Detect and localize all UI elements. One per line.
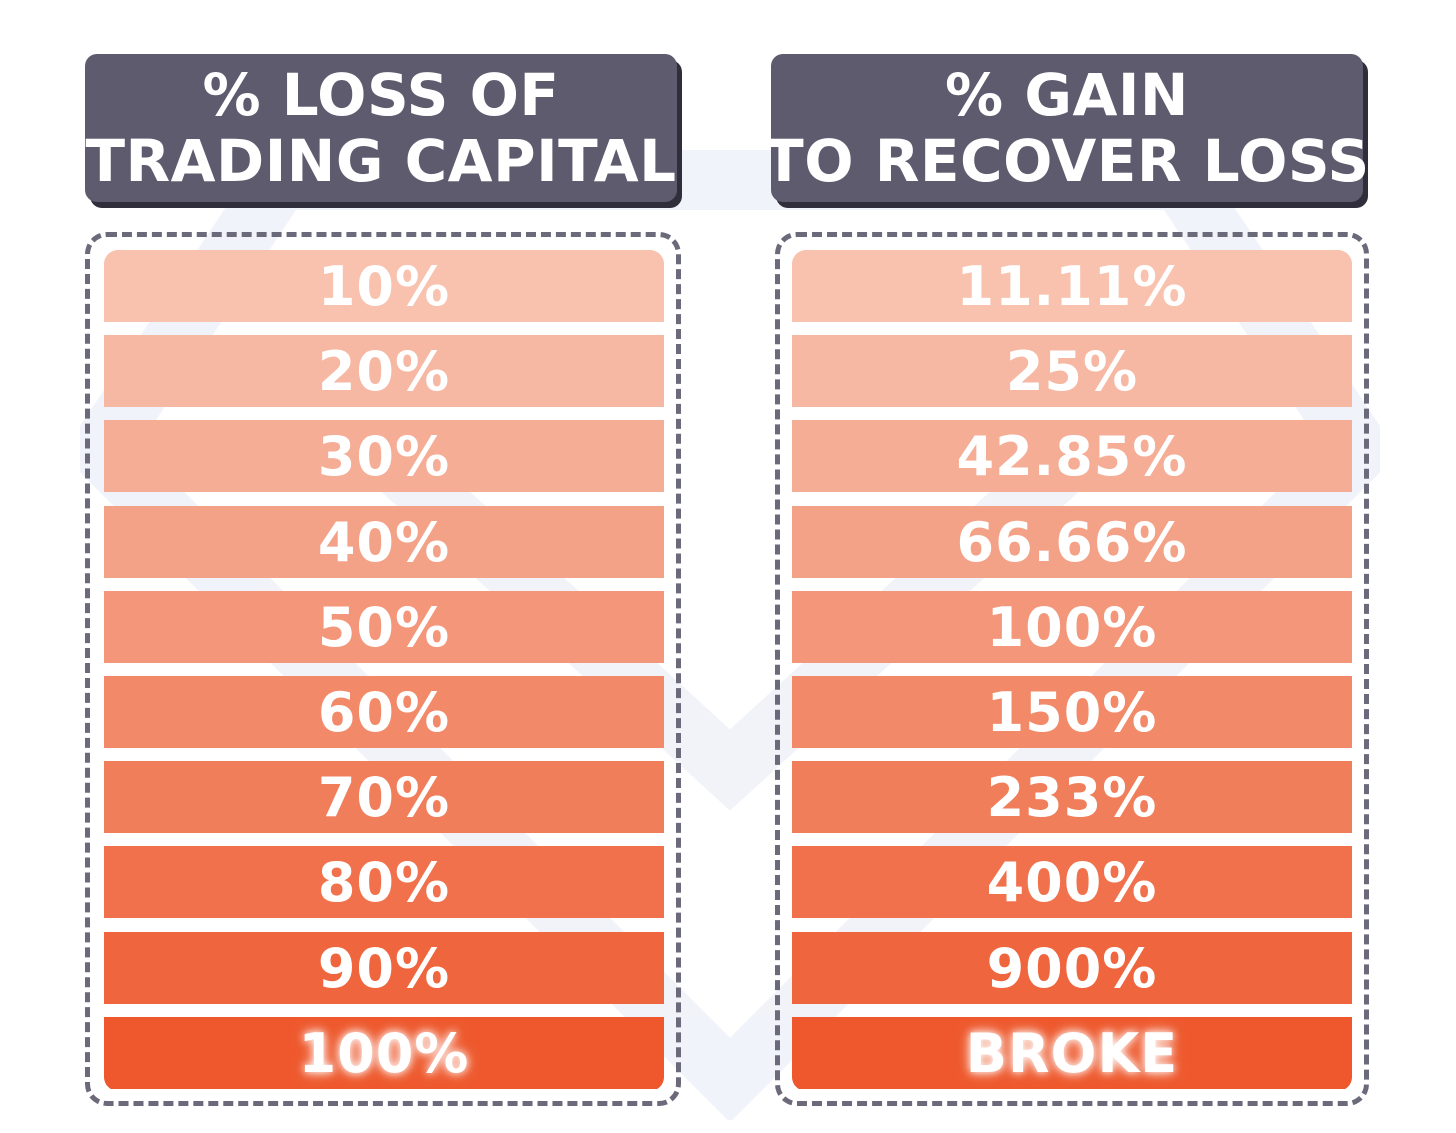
gain-column: 11.11% 25% 42.85% 66.66% 100% 150% 233% … bbox=[792, 250, 1352, 1091]
loss-column-frame bbox=[85, 232, 681, 1106]
gain-cell: 100% bbox=[792, 591, 1352, 663]
gain-cell: 42.85% bbox=[792, 420, 1352, 492]
gain-cell: 25% bbox=[792, 335, 1352, 407]
gain-cell: BROKE bbox=[792, 1017, 1352, 1089]
gain-cell: 233% bbox=[792, 761, 1352, 833]
loss-cell: 80% bbox=[104, 846, 664, 918]
loss-header-line1: % LOSS OF bbox=[202, 61, 560, 129]
gain-cell: 66.66% bbox=[792, 506, 1352, 578]
gain-column-header: % GAIN TO RECOVER LOSS bbox=[764, 54, 1369, 202]
loss-cell: 70% bbox=[104, 761, 664, 833]
loss-cell: 30% bbox=[104, 420, 664, 492]
gain-cell: 400% bbox=[792, 846, 1352, 918]
loss-column: 10% 20% 30% 40% 50% 60% 70% 80% 90% 100% bbox=[104, 250, 664, 1091]
gain-cell: 11.11% bbox=[792, 250, 1352, 322]
gain-cell: 900% bbox=[792, 932, 1352, 1004]
gain-header-line2: TO RECOVER LOSS bbox=[764, 127, 1370, 195]
loss-cell: 40% bbox=[104, 506, 664, 578]
loss-cell: 90% bbox=[104, 932, 664, 1004]
gain-header-line1: % GAIN bbox=[945, 61, 1189, 129]
loss-cell: 10% bbox=[104, 250, 664, 322]
loss-cell: 20% bbox=[104, 335, 664, 407]
loss-header-line2: TRADING CAPITAL bbox=[85, 127, 677, 195]
gain-column-frame bbox=[775, 232, 1369, 1106]
loss-cell: 50% bbox=[104, 591, 664, 663]
gain-cell: 150% bbox=[792, 676, 1352, 748]
loss-cell: 60% bbox=[104, 676, 664, 748]
loss-cell: 100% bbox=[104, 1017, 664, 1089]
loss-column-header: % LOSS OF TRADING CAPITAL bbox=[85, 54, 677, 202]
